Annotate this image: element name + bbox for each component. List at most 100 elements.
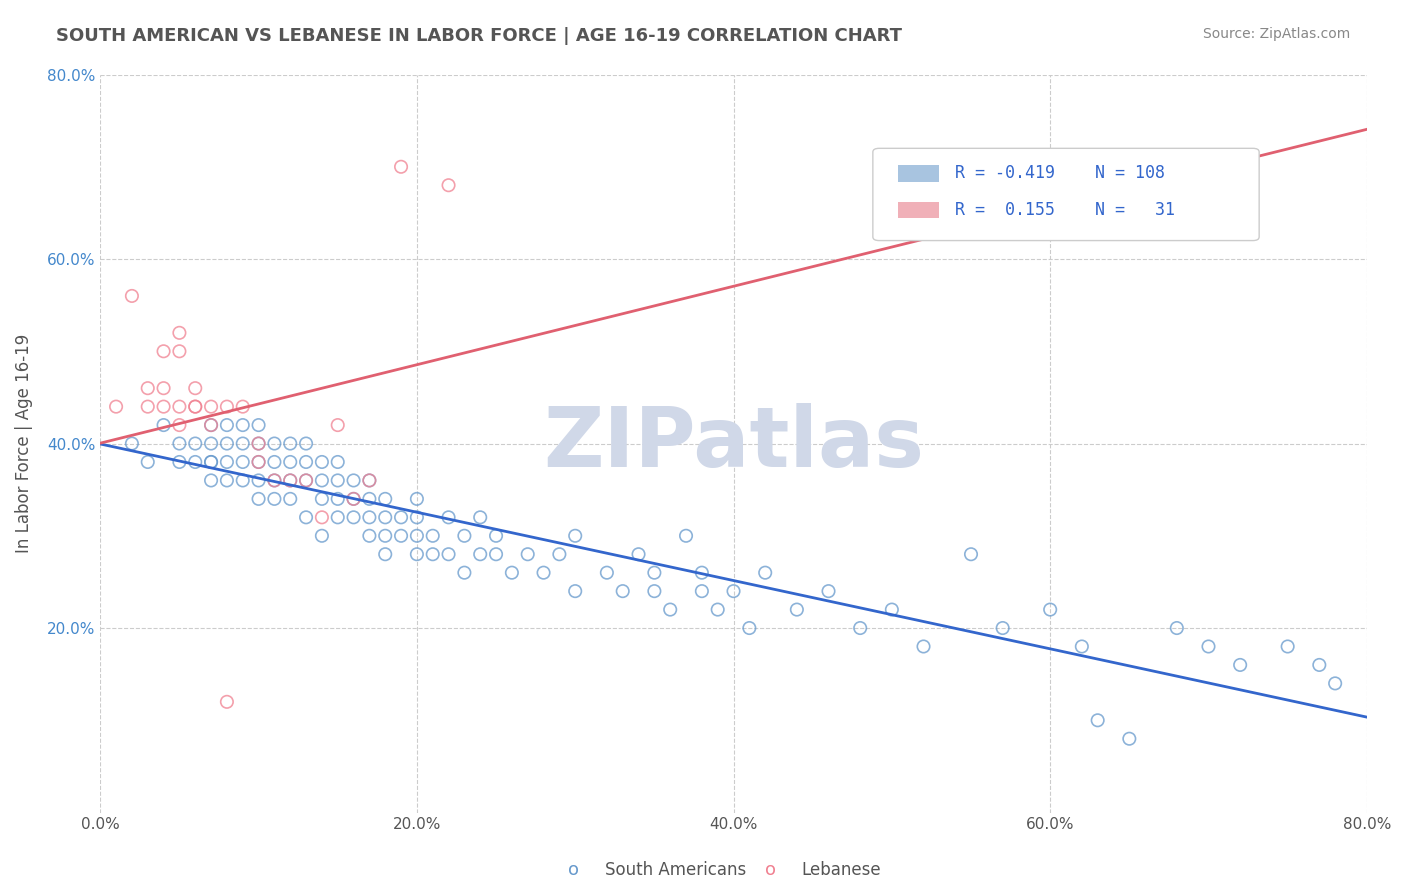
Text: R =  0.155    N =   31: R = 0.155 N = 31 (955, 202, 1175, 219)
Point (1039, 160, 1062, 174)
Point (247, 436, 270, 450)
Point (200, 474, 222, 488)
Point (311, 510, 333, 524)
Point (326, 418, 349, 433)
Point (184, 400, 207, 414)
Point (169, 400, 191, 414)
Point (501, 566, 523, 580)
Point (690, 566, 713, 580)
Point (612, 584, 634, 599)
Bar (898, 165, 939, 182)
Point (263, 474, 285, 488)
Point (311, 455, 333, 469)
Point (374, 547, 396, 561)
Point (1070, 640, 1092, 654)
Point (215, 436, 238, 450)
Point (1198, 640, 1220, 654)
Point (374, 529, 396, 543)
Point (406, 547, 429, 561)
Point (485, 529, 508, 543)
Point (470, 547, 492, 561)
Point (564, 584, 586, 599)
Point (184, 400, 207, 414)
Point (121, 436, 143, 450)
Point (437, 178, 460, 193)
Point (359, 491, 381, 506)
Point (215, 455, 238, 469)
Point (215, 695, 238, 709)
Point (675, 529, 697, 543)
Point (169, 455, 191, 469)
Point (311, 491, 333, 506)
Point (470, 510, 492, 524)
Point (1277, 640, 1299, 654)
Point (389, 160, 412, 174)
Point (200, 455, 222, 469)
Point (453, 566, 475, 580)
Point (1039, 602, 1062, 616)
Point (548, 547, 571, 561)
Point (215, 474, 238, 488)
Text: o: o (765, 861, 776, 879)
Point (247, 491, 270, 506)
Point (516, 547, 538, 561)
Point (706, 602, 728, 616)
Point (311, 529, 333, 543)
Point (152, 400, 174, 414)
Point (121, 289, 143, 303)
Point (200, 455, 222, 469)
Point (152, 381, 174, 395)
Point (200, 418, 222, 433)
Point (169, 326, 191, 340)
Point (326, 455, 349, 469)
Point (880, 602, 903, 616)
Point (263, 455, 285, 469)
Point (437, 510, 460, 524)
Point (406, 510, 429, 524)
Point (359, 510, 381, 524)
Point (263, 491, 285, 506)
Point (295, 474, 318, 488)
Point (263, 474, 285, 488)
Point (359, 474, 381, 488)
Point (1229, 657, 1251, 672)
Point (453, 529, 475, 543)
Text: ●: ● (768, 860, 785, 880)
Point (200, 436, 222, 450)
FancyBboxPatch shape (873, 148, 1260, 241)
Text: o: o (568, 861, 579, 879)
Point (232, 400, 254, 414)
Point (406, 491, 429, 506)
Point (169, 418, 191, 433)
Point (295, 474, 318, 488)
Point (342, 491, 364, 506)
Point (533, 566, 555, 580)
Point (326, 491, 349, 506)
Point (152, 418, 174, 433)
Point (1308, 657, 1330, 672)
Point (136, 455, 159, 469)
Point (215, 400, 238, 414)
Point (1166, 621, 1188, 635)
Point (326, 510, 349, 524)
Point (627, 547, 650, 561)
Point (169, 344, 191, 359)
Text: ●: ● (571, 860, 588, 880)
Point (295, 455, 318, 469)
Point (960, 547, 983, 561)
Point (184, 436, 207, 450)
Point (389, 529, 412, 543)
Point (326, 474, 349, 488)
Point (690, 584, 713, 599)
Point (359, 474, 381, 488)
Point (184, 455, 207, 469)
Point (232, 455, 254, 469)
Point (485, 547, 508, 561)
Point (1087, 713, 1109, 727)
Point (342, 510, 364, 524)
Point (342, 474, 364, 488)
Point (723, 584, 745, 599)
Point (278, 455, 301, 469)
Point (295, 510, 318, 524)
Point (564, 529, 586, 543)
